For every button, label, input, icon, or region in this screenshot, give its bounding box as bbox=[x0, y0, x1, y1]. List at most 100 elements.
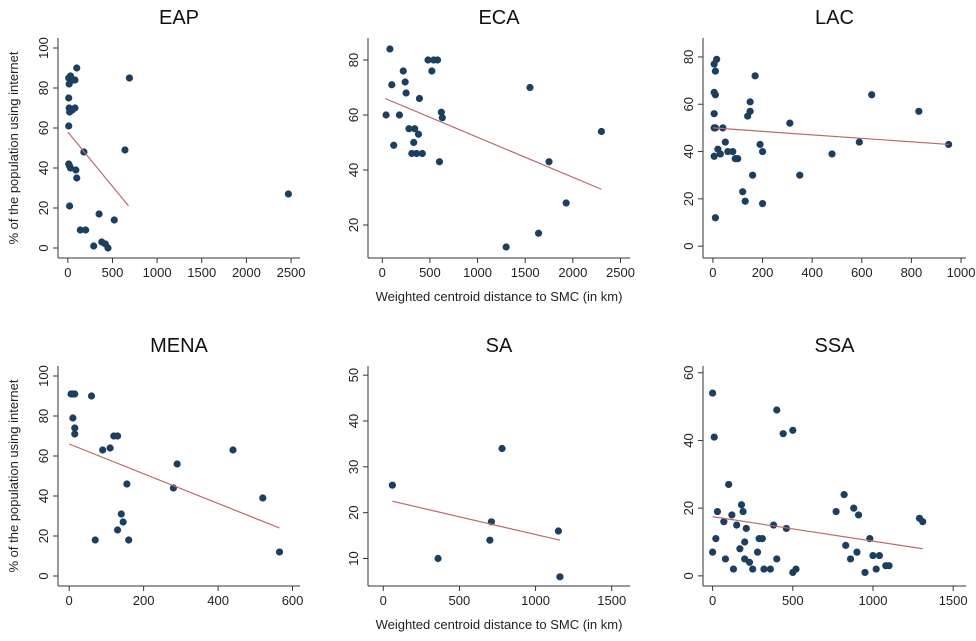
point bbox=[275, 548, 284, 556]
point bbox=[758, 535, 766, 543]
y-tick-label: 0 bbox=[36, 572, 51, 579]
point bbox=[545, 158, 553, 166]
point bbox=[90, 242, 98, 250]
point bbox=[710, 152, 718, 160]
point bbox=[711, 214, 720, 222]
panel-title: LAC bbox=[815, 7, 854, 29]
point bbox=[119, 518, 127, 526]
fit-line bbox=[67, 131, 130, 207]
point bbox=[99, 446, 107, 454]
panel-title: ECA bbox=[478, 7, 520, 29]
point bbox=[418, 149, 426, 158]
point bbox=[869, 551, 877, 560]
point bbox=[401, 78, 409, 86]
x-tick-label: 500 bbox=[419, 265, 441, 280]
x-tick-label: 1000 bbox=[521, 593, 550, 608]
y-tick-label: 20 bbox=[346, 218, 361, 232]
point bbox=[760, 565, 768, 573]
x-tick-label: 400 bbox=[207, 593, 229, 608]
point bbox=[113, 526, 122, 534]
point bbox=[733, 521, 741, 529]
point bbox=[113, 432, 122, 440]
point bbox=[853, 548, 861, 556]
point bbox=[712, 535, 720, 543]
y-tick-label: 100 bbox=[36, 365, 51, 387]
point bbox=[435, 158, 444, 166]
point bbox=[716, 150, 724, 158]
point bbox=[502, 243, 510, 251]
y-tick-label: 20 bbox=[346, 505, 361, 519]
x-tick-label: 600 bbox=[282, 593, 304, 608]
x-tick-label: 1500 bbox=[939, 593, 968, 608]
point bbox=[728, 511, 736, 519]
x-tick-label: 1500 bbox=[597, 593, 626, 608]
y-tick-label: 0 bbox=[681, 572, 696, 579]
panel-title: EAP bbox=[159, 7, 199, 29]
y-tick-label: 20 bbox=[36, 201, 51, 215]
point bbox=[73, 174, 81, 182]
x-tick-label: 1000 bbox=[947, 265, 976, 280]
y-tick-label: 60 bbox=[346, 108, 361, 122]
point bbox=[284, 190, 292, 198]
point bbox=[766, 565, 774, 573]
point bbox=[65, 94, 73, 102]
y-tick-label: 80 bbox=[346, 53, 361, 67]
x-tick-label: 500 bbox=[102, 265, 124, 280]
y-axis-label: % of the population using internet bbox=[6, 379, 21, 572]
x-tick-label: 0 bbox=[66, 593, 73, 608]
point bbox=[734, 155, 742, 163]
point bbox=[885, 562, 893, 570]
y-tick-label: 0 bbox=[681, 243, 696, 250]
point bbox=[736, 545, 744, 553]
point bbox=[71, 104, 79, 112]
y-tick-label: 50 bbox=[346, 368, 361, 382]
point bbox=[71, 430, 79, 438]
point bbox=[711, 91, 720, 99]
panel-title: SA bbox=[486, 335, 513, 357]
y-tick-label: 40 bbox=[681, 144, 696, 158]
y-axis-label: % of the population using internet bbox=[6, 51, 21, 244]
point bbox=[526, 83, 534, 92]
point bbox=[402, 89, 410, 97]
point bbox=[742, 524, 750, 533]
point bbox=[786, 119, 794, 127]
point bbox=[388, 481, 396, 489]
point bbox=[556, 573, 564, 581]
point bbox=[95, 210, 103, 218]
point bbox=[415, 94, 424, 103]
point bbox=[486, 536, 494, 544]
x-tick-label: 200 bbox=[133, 593, 155, 608]
point bbox=[412, 149, 421, 158]
point bbox=[711, 67, 720, 75]
point bbox=[424, 56, 432, 64]
point bbox=[395, 111, 404, 119]
point bbox=[756, 140, 764, 149]
point bbox=[739, 507, 747, 516]
point bbox=[414, 130, 423, 138]
y-tick-label: 20 bbox=[36, 529, 51, 543]
point bbox=[710, 110, 718, 118]
point bbox=[411, 125, 419, 133]
point bbox=[796, 171, 804, 179]
point bbox=[71, 76, 79, 84]
y-tick-label: 40 bbox=[346, 414, 361, 428]
point bbox=[741, 197, 749, 205]
y-tick-label: 40 bbox=[36, 489, 51, 503]
point bbox=[69, 414, 77, 422]
point bbox=[741, 538, 749, 546]
point bbox=[71, 424, 79, 432]
fit-line bbox=[384, 97, 602, 190]
x-tick-label: 800 bbox=[901, 265, 923, 280]
y-tick-label: 20 bbox=[681, 501, 696, 515]
point bbox=[875, 551, 884, 560]
y-tick-label: 10 bbox=[346, 551, 361, 565]
panel-title: SSA bbox=[814, 335, 855, 357]
point bbox=[597, 127, 606, 136]
point bbox=[562, 199, 570, 207]
point bbox=[758, 147, 767, 156]
point bbox=[65, 122, 73, 130]
point bbox=[840, 491, 848, 499]
point bbox=[410, 138, 418, 147]
point bbox=[390, 141, 398, 149]
y-tick-label: 60 bbox=[681, 366, 696, 380]
